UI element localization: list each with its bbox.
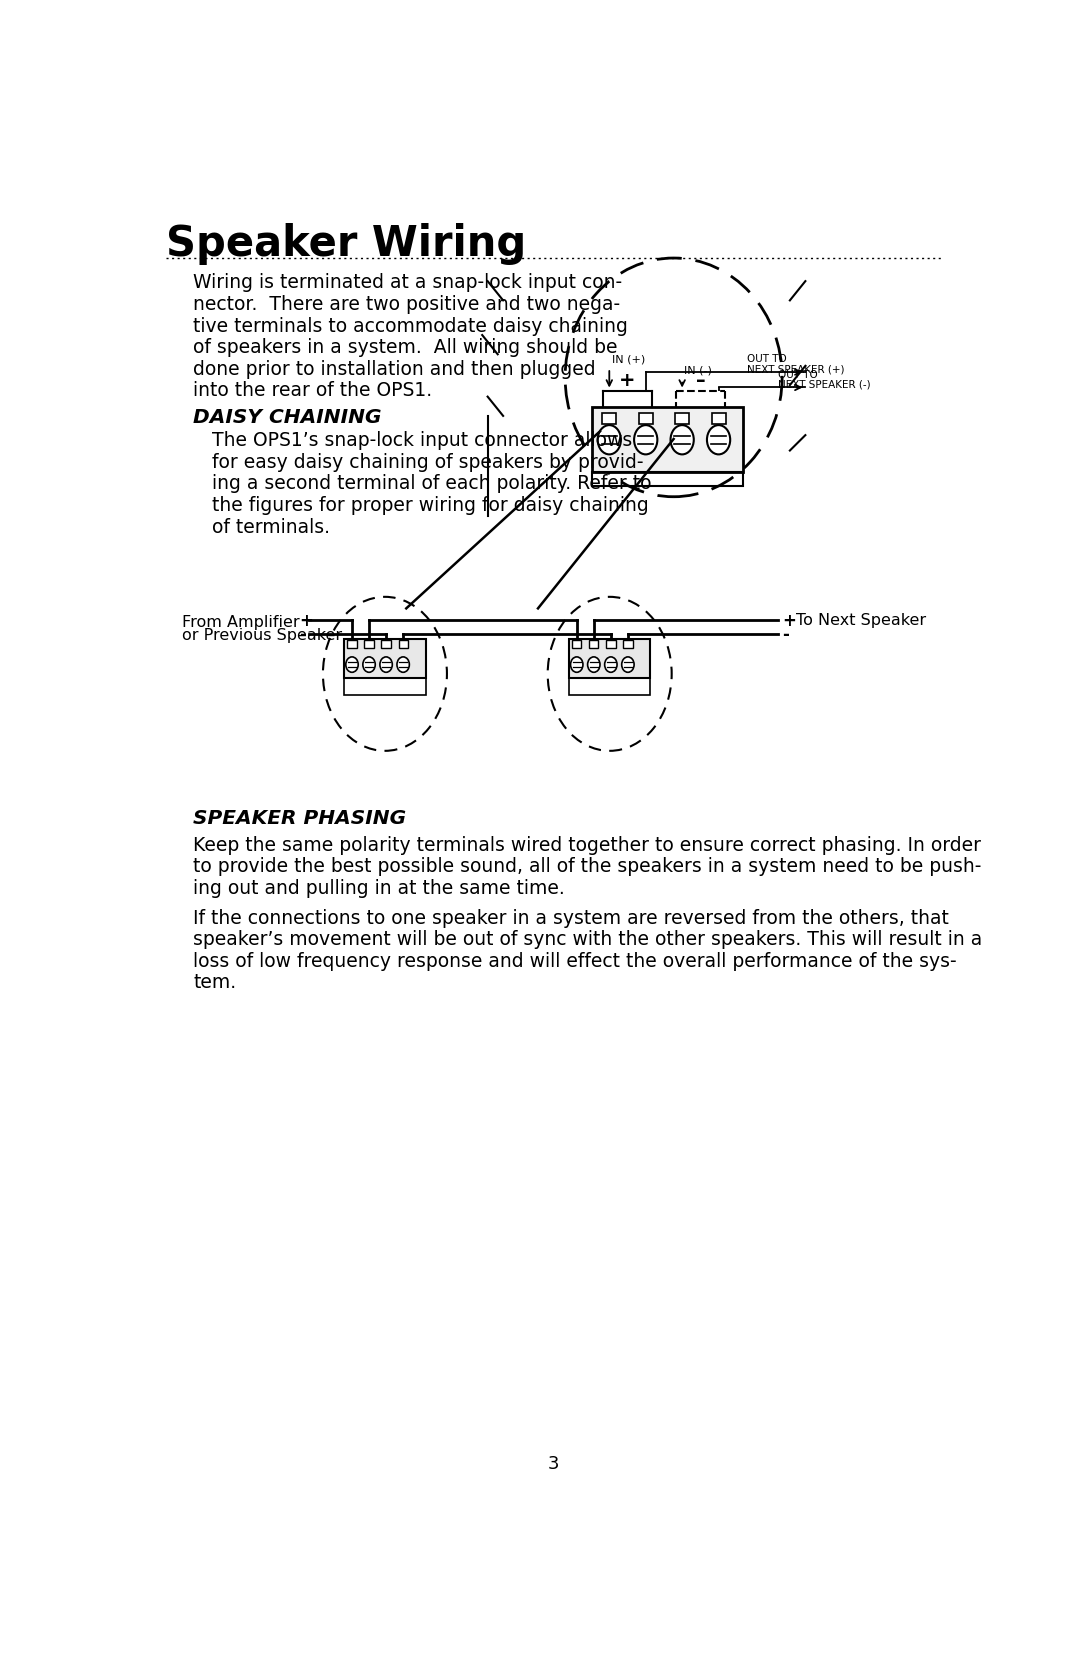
Bar: [603, 412, 617, 424]
Bar: [345, 678, 426, 694]
Text: IN (+): IN (+): [611, 354, 645, 364]
Bar: [399, 639, 408, 648]
Ellipse shape: [363, 658, 375, 673]
Text: SPEAKER PHASING: SPEAKER PHASING: [193, 808, 406, 828]
Text: The OPS1’s snap-lock input connector allows: The OPS1’s snap-lock input connector all…: [213, 431, 633, 451]
Text: tem.: tem.: [193, 973, 237, 993]
Ellipse shape: [622, 658, 634, 673]
Ellipse shape: [380, 658, 392, 673]
Text: or Previous Speaker: or Previous Speaker: [181, 629, 341, 644]
Bar: [712, 412, 726, 424]
Bar: [348, 639, 356, 648]
Text: speaker’s movement will be out of sync with the other speakers. This will result: speaker’s movement will be out of sync w…: [193, 930, 983, 950]
Bar: [381, 639, 391, 648]
Text: NEXT SPEAKER (+): NEXT SPEAKER (+): [747, 364, 845, 374]
Ellipse shape: [605, 658, 617, 673]
Bar: [569, 678, 650, 694]
Ellipse shape: [671, 426, 693, 454]
Bar: [364, 639, 374, 648]
Ellipse shape: [707, 426, 730, 454]
Text: –: –: [696, 371, 705, 389]
Text: From Amplifier: From Amplifier: [181, 614, 299, 629]
Text: nector.  There are two positive and two nega-: nector. There are two positive and two n…: [193, 295, 620, 314]
Text: +: +: [299, 613, 313, 631]
Text: If the connections to one speaker in a system are reversed from the others, that: If the connections to one speaker in a s…: [193, 908, 949, 928]
Ellipse shape: [634, 426, 658, 454]
Bar: [606, 639, 616, 648]
Text: of speakers in a system.  All wiring should be: of speakers in a system. All wiring shou…: [193, 339, 618, 357]
Bar: [572, 639, 581, 648]
Ellipse shape: [570, 658, 583, 673]
Text: -: -: [299, 626, 306, 644]
Text: Wiring is terminated at a snap-lock input con-: Wiring is terminated at a snap-lock inpu…: [193, 274, 622, 292]
Text: NEXT SPEAKER (-): NEXT SPEAKER (-): [779, 381, 870, 389]
Ellipse shape: [346, 658, 359, 673]
Bar: [592, 472, 743, 486]
Text: Keep the same polarity terminals wired together to ensure correct phasing. In or: Keep the same polarity terminals wired t…: [193, 836, 981, 855]
Text: IN (-): IN (-): [685, 366, 713, 376]
Text: 3: 3: [548, 1455, 559, 1474]
Text: Speaker Wiring: Speaker Wiring: [166, 224, 526, 265]
Text: -: -: [782, 626, 789, 644]
Text: OUT TO: OUT TO: [747, 354, 787, 364]
Bar: [590, 639, 598, 648]
Text: +: +: [619, 371, 636, 389]
Ellipse shape: [397, 658, 409, 673]
Text: +: +: [782, 613, 796, 631]
Text: tive terminals to accommodate daisy chaining: tive terminals to accommodate daisy chai…: [193, 317, 627, 335]
Bar: [592, 407, 743, 472]
Text: the figures for proper wiring for daisy chaining: the figures for proper wiring for daisy …: [213, 496, 649, 516]
Text: DAISY CHAINING: DAISY CHAINING: [193, 409, 381, 427]
Bar: [675, 412, 689, 424]
Bar: [638, 412, 652, 424]
Bar: [569, 639, 650, 678]
Bar: [345, 639, 426, 678]
Text: ing a second terminal of each polarity. Refer to: ing a second terminal of each polarity. …: [213, 474, 652, 494]
Text: loss of low frequency response and will effect the overall performance of the sy: loss of low frequency response and will …: [193, 951, 957, 971]
Text: for easy daisy chaining of speakers by provid-: for easy daisy chaining of speakers by p…: [213, 452, 644, 472]
Text: OUT TO: OUT TO: [779, 371, 818, 379]
Text: of terminals.: of terminals.: [213, 517, 330, 536]
Text: ing out and pulling in at the same time.: ing out and pulling in at the same time.: [193, 878, 565, 898]
Ellipse shape: [588, 658, 600, 673]
Text: done prior to installation and then plugged: done prior to installation and then plug…: [193, 361, 596, 379]
Text: To Next Speaker: To Next Speaker: [796, 613, 927, 628]
Bar: [623, 639, 633, 648]
Text: into the rear of the OPS1.: into the rear of the OPS1.: [193, 381, 432, 401]
Text: to provide the best possible sound, all of the speakers in a system need to be p: to provide the best possible sound, all …: [193, 858, 982, 876]
Ellipse shape: [597, 426, 621, 454]
